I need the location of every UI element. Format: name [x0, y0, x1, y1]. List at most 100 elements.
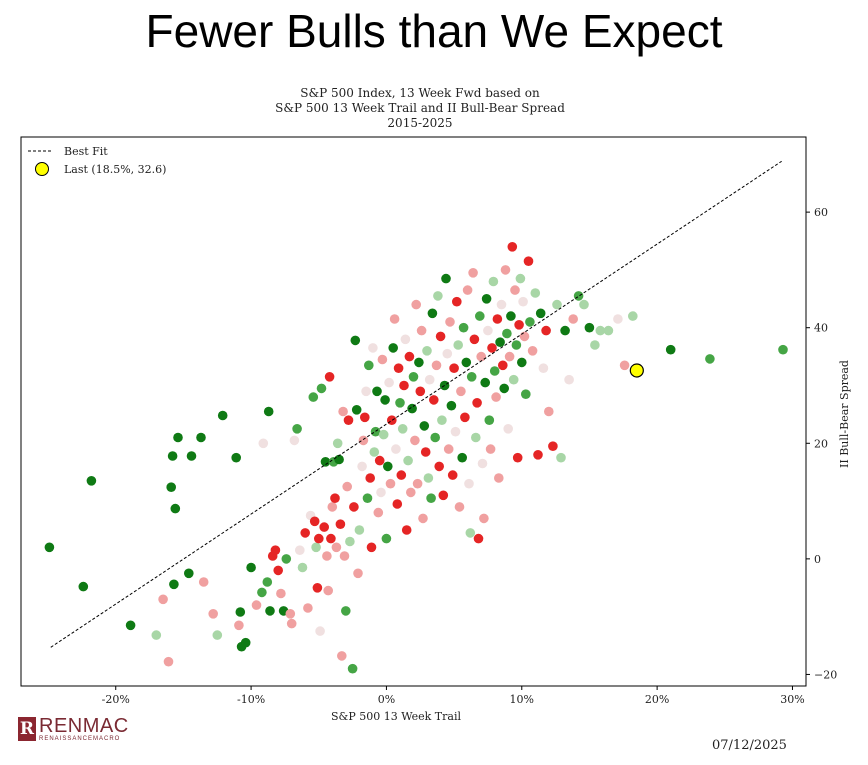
- scatter-point: [378, 429, 389, 440]
- scatter-point: [438, 490, 449, 501]
- scatter-point: [434, 461, 445, 472]
- scatter-point: [338, 406, 348, 417]
- scatter-point: [512, 452, 523, 463]
- x-tick-label: 30%: [780, 693, 804, 706]
- scatter-point: [78, 581, 89, 592]
- plot-frame: [20, 136, 807, 687]
- scatter-point: [44, 542, 55, 553]
- scatter-point: [295, 545, 305, 555]
- scatter-point: [527, 346, 538, 356]
- scatter-point: [167, 451, 178, 461]
- scatter-point: [334, 454, 344, 465]
- scatter-point: [332, 438, 343, 449]
- scatter-point: [519, 331, 530, 342]
- scatter-point: [453, 340, 464, 350]
- headline: Fewer Bulls than We Expect: [145, 5, 723, 57]
- scatter-point: [433, 291, 443, 301]
- scatter-point: [376, 487, 386, 498]
- y-tick-label: −20: [814, 668, 837, 681]
- scatter-point: [541, 325, 551, 336]
- logo-mark: R: [18, 717, 36, 741]
- scatter-point: [86, 476, 97, 486]
- scatter-point: [619, 360, 630, 371]
- scatter-point: [445, 317, 455, 327]
- scatter-point: [508, 374, 519, 385]
- scatter-point: [514, 320, 524, 330]
- scatter-point: [437, 415, 447, 426]
- scatter-point: [400, 334, 411, 345]
- scatter-point: [384, 377, 394, 388]
- scatter-point: [365, 473, 376, 483]
- scatter-point: [414, 357, 424, 368]
- scatter-point: [361, 386, 371, 397]
- scatter-point: [316, 383, 327, 394]
- scatter-point: [475, 311, 485, 321]
- scatter-point: [595, 325, 606, 336]
- scatter-point: [500, 265, 511, 275]
- scatter-point: [319, 522, 330, 532]
- date-stamp: 07/12/2025: [712, 738, 787, 753]
- scatter-point: [231, 452, 241, 463]
- scatter-point: [552, 299, 562, 310]
- y-tick-label: 40: [814, 322, 828, 335]
- scatter-point: [362, 493, 373, 504]
- scatter-point: [314, 533, 324, 544]
- scatter-point: [430, 432, 441, 443]
- scatter-point: [507, 242, 518, 252]
- scatter-point: [491, 392, 501, 402]
- scatter-point: [399, 380, 409, 391]
- scatter-point: [389, 314, 400, 324]
- best-fit-line: [50, 160, 782, 648]
- scatter-point: [198, 577, 209, 587]
- scatter-point: [281, 554, 292, 564]
- scatter-point: [380, 395, 390, 405]
- scatter-point: [397, 424, 408, 434]
- scatter-point: [342, 481, 353, 492]
- last-point-layer: [629, 363, 644, 378]
- scatter-point: [504, 351, 515, 362]
- scatter-point: [573, 291, 584, 301]
- legend-last-swatch: [35, 162, 49, 176]
- scatter-point: [458, 322, 469, 333]
- scatter-point: [410, 435, 420, 446]
- scatter-point: [426, 493, 436, 504]
- y-tick-label: 60: [814, 206, 828, 219]
- scatter-point: [257, 587, 267, 598]
- scatter-point: [235, 607, 246, 617]
- scatter-point: [403, 455, 413, 466]
- scatter-point: [408, 372, 419, 382]
- scatter-point: [465, 528, 476, 538]
- logo-main-text: RENMAC: [39, 715, 129, 737]
- scatter-point: [472, 398, 482, 408]
- scatter-point: [533, 450, 543, 460]
- scatter-point: [263, 406, 274, 417]
- scatter-point: [778, 344, 788, 355]
- scatter-point: [265, 606, 275, 616]
- scatter-point: [431, 360, 442, 371]
- scatter-point: [665, 344, 676, 355]
- scatter-point: [393, 363, 404, 374]
- scatter-point: [388, 343, 399, 353]
- scatter-point: [289, 435, 300, 446]
- scatter-point: [383, 461, 393, 472]
- scatter-point: [366, 542, 377, 553]
- scatter-point: [423, 473, 434, 483]
- scatter-point: [246, 562, 256, 573]
- scatter-point: [446, 400, 457, 411]
- scatter-point: [424, 374, 435, 385]
- scatter-point: [351, 405, 362, 415]
- scatter-point: [387, 415, 397, 426]
- y-tick-label: 20: [814, 437, 828, 450]
- scatter-point: [173, 432, 183, 443]
- scatter-point: [435, 331, 446, 342]
- scatter-point: [422, 346, 432, 356]
- scatter-point: [427, 308, 438, 319]
- scatter-point: [518, 296, 528, 307]
- scatter-point: [568, 314, 578, 324]
- scatter-point: [628, 311, 638, 321]
- scatter-point: [496, 299, 507, 310]
- scatter-point: [548, 441, 558, 452]
- scatter-point: [556, 452, 566, 463]
- scatter-point: [407, 403, 417, 414]
